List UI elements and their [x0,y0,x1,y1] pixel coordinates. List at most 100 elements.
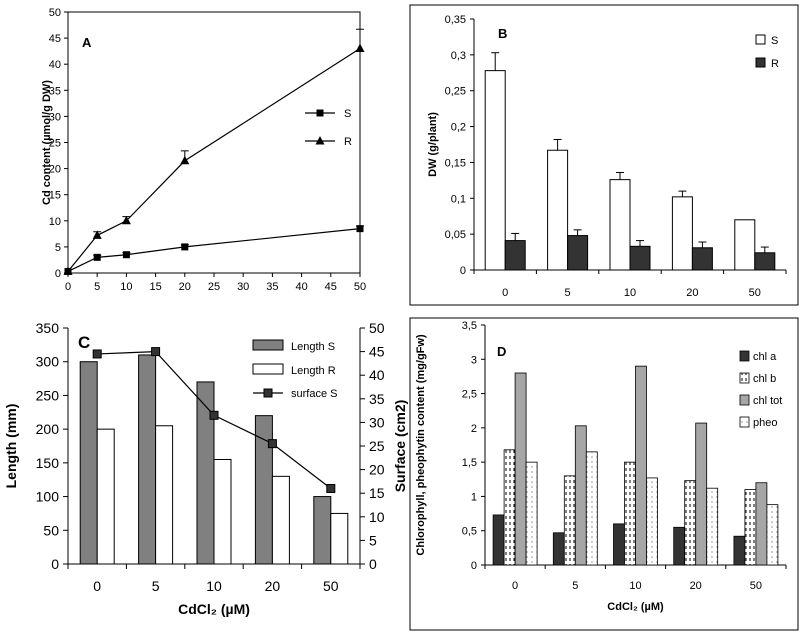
panel-b-bar-s [484,70,506,271]
panel-c-y-tick-label: 0 [51,556,59,572]
panel-b-bar-r [691,247,713,271]
panel-a-point-r [355,43,365,53]
panel-d-bar-chl-b [744,489,757,566]
panel-d-bar-chl-tot [574,425,587,566]
panel-a-x-tick-label: 45 [325,281,337,293]
panel-b-bar-r [567,235,589,271]
panel-a-series-line-s [67,228,361,272]
panel-a-x-tick-label: 15 [149,281,161,293]
panel-d-bar-chl-a [733,535,746,566]
panel-c-y2-tick-label: 5 [369,532,377,548]
panel-c-y-tick-label: 150 [36,455,60,471]
panel-a-label: A [82,35,92,50]
panel-c-x-axis-label: CdCl₂ (µM) [178,601,250,617]
panel-c-legend-marker [263,388,273,398]
panel-a-y-tick-label: 10 [49,216,61,228]
panel-c-y2-axis-label: Surface (cm2) [392,400,408,493]
panel-a-y-axis-label: Cd content (µmol/g DW) [41,80,53,205]
panel-a-y-tick-label: 5 [55,242,61,254]
panel-b-x-tick-label: 10 [624,287,636,299]
panel-d-bar-chl-b [563,475,576,566]
panel-d-x-tick-label: 10 [629,580,641,592]
panel-d-legend-swatch-0 [739,350,750,362]
panel-a-point-r [180,155,190,165]
panel-c-bar-length-r [271,475,290,565]
panel-d-y-tick-label: 2 [471,423,477,435]
panel-d-outer-frame [409,317,799,631]
panel-d-y-tick-label: 1,5 [462,457,477,469]
panel-c-legend-swatch-0 [252,339,284,351]
panel-b-bar-s [547,149,569,271]
panel-a-legend-label-r: R [344,136,352,148]
panel-a-x-tick-label: 50 [354,281,366,293]
panel-d-bar-pheo [706,487,719,566]
panel-d-bar-chart: 0 0,5 1 1,5 2 2,5 3 3,5 0 5 10 20 50 D Chlorophyll, ph… [409,317,799,631]
panel-d-bar-chl-a [613,523,625,566]
panel-b-legend-swatch-r [755,57,766,68]
panel-b-label: B [498,26,507,41]
panel-a-x-tick-label: 40 [295,281,307,293]
panel-c-y2-tick-label: 45 [369,344,385,360]
panel-d-label: D [497,344,506,359]
panel-a-x-tick-label: 25 [208,281,220,293]
panel-b-bar-s [609,179,631,271]
panel-a-y-tick-label: 15 [49,190,61,202]
panel-c-legend-label-surface: surface S [291,388,337,400]
panel-c-y-tick-label: 300 [36,354,60,370]
panel-d-bar-chl-a [492,514,505,566]
panel-c-y2-tick-label: 30 [369,414,385,430]
panel-b-bar-chart: 0 0,05 0,1 0,15 0,2 0,25 0,3 0,35 0 5 10 20 50 B DW (g… [409,4,799,306]
panel-a-y-tick-label: 20 [49,164,61,176]
panel-b-outer-frame [409,4,799,306]
panel-a-y-tick-label: 50 [49,7,61,19]
panel-d-legend-label-2: chl tot [753,395,782,407]
panel-a-point-s [122,251,130,259]
panel-d-bar-chl-tot [755,482,768,566]
panel-c-bar-length-s [254,415,273,565]
panel-a-x-tick-label: 35 [266,281,278,293]
panel-c-surface-point [267,439,277,449]
panel-c-y2-tick-label: 0 [369,556,377,572]
panel-c-bar-length-s [313,496,332,565]
panel-c-bar-length-r [213,458,232,565]
panel-c-x-tick-label: 50 [323,578,339,594]
panel-d-y-tick-label: 2,5 [462,389,477,401]
panel-d-y-tick-label: 1 [471,491,477,503]
panel-d-x-axis-label: CdCl₂ (µM) [607,601,664,613]
panel-c-y2-tick-label: 25 [369,438,385,454]
panel-b-bar-s [734,219,756,271]
panel-d-bar-pheo [585,451,598,566]
panel-d-legend-label-0: chl a [753,351,777,363]
panel-b-x-tick-label: 5 [565,287,571,299]
panel-d-bar-chl-b [684,480,697,566]
panel-c-x-tick-label: 0 [93,578,101,594]
panel-c-y2-tick-label: 20 [369,462,385,478]
panel-d-y-axis-label: Chlorophyll, pheophytin content (mg/gFw) [415,334,427,556]
panel-d-bar-chl-a [673,526,686,566]
panel-c-bar-length-s [138,354,157,565]
panel-c-y-axis-label: Length (mm) [3,404,19,489]
panel-a-point-s [93,253,101,261]
panel-a-point-r [121,215,131,225]
panel-d-x-tick-label: 50 [750,580,762,592]
panel-a-point-r [63,266,73,275]
panel-d-bar-pheo [525,461,538,566]
panel-d-bar-pheo [766,504,779,566]
panel-a-x-tick-label: 5 [94,281,100,293]
panel-a-x-tick-label: 30 [237,281,249,293]
panel-a-x-tick-label: 20 [179,281,191,293]
panel-d-y-tick-label: 3 [471,354,477,366]
panel-d-x-tick-label: 5 [572,580,578,592]
panel-b-bar-r [504,240,526,271]
panel-c-bar-length-r [155,425,174,565]
panel-a-y-tick-label: 0 [55,268,61,280]
panel-c-bar-length-s [79,361,98,565]
panel-c-surface-point [209,410,219,420]
panel-a-point-s [181,243,189,251]
panel-a-x-tick-label: 0 [65,281,71,293]
panel-d-y-tick-label: 0,5 [462,526,477,538]
panel-b-y-tick-label: 0,3 [451,50,466,62]
panel-b-legend-label-s: S [771,35,778,47]
panel-c-y2-tick-label: 10 [369,509,385,525]
